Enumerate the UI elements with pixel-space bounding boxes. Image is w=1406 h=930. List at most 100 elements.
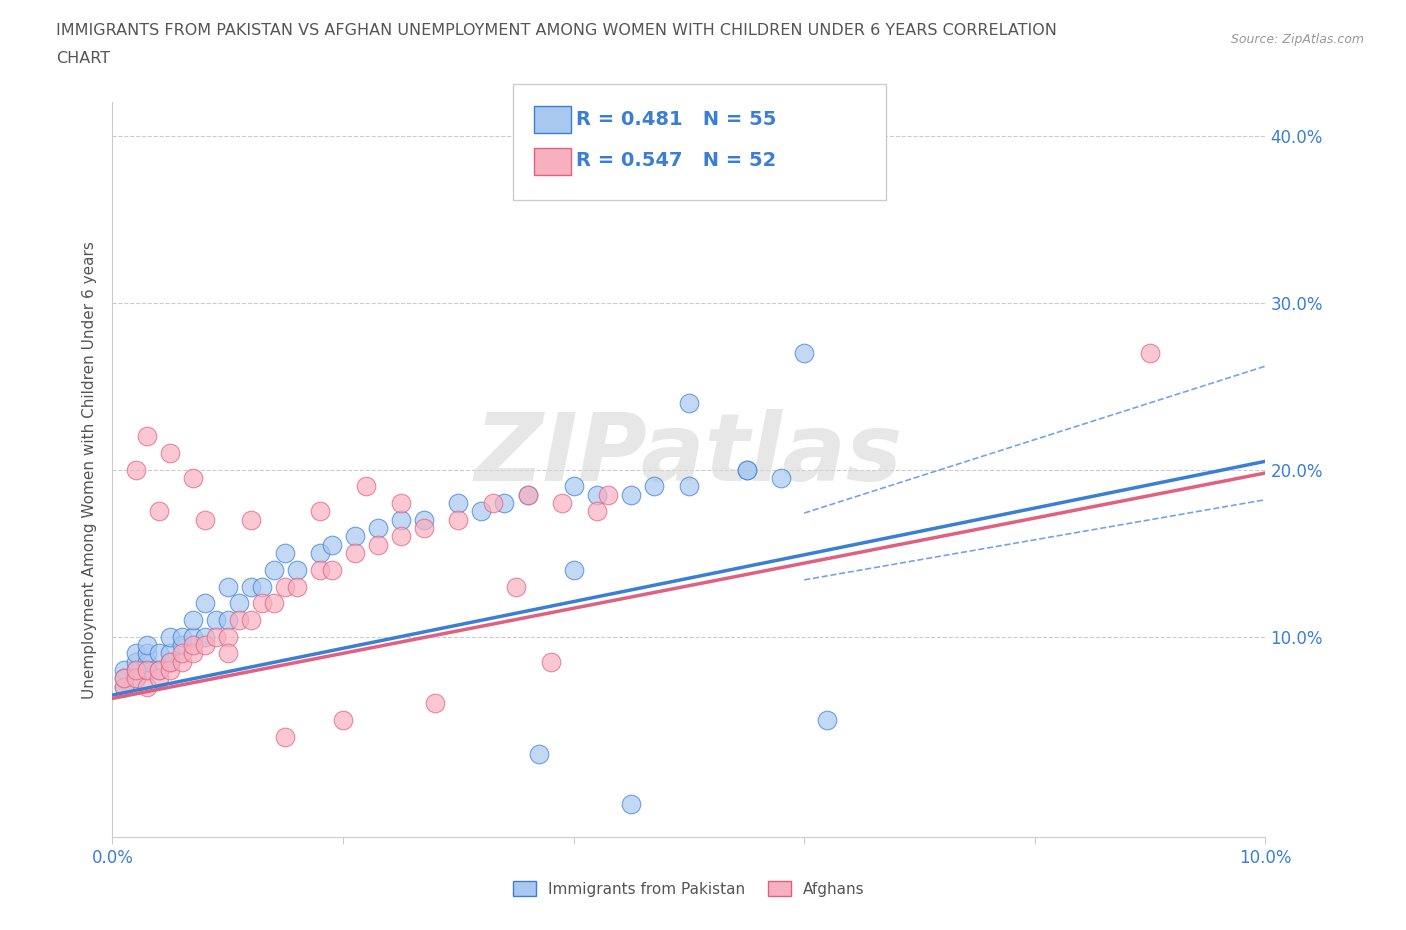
- Point: [598, 487, 620, 502]
- Point: [239, 579, 262, 594]
- Point: [585, 487, 607, 502]
- Point: [274, 729, 297, 744]
- Point: [112, 662, 135, 677]
- Point: [124, 671, 146, 685]
- Point: [527, 746, 550, 761]
- Point: [181, 613, 204, 628]
- Point: [136, 429, 159, 444]
- Point: [494, 496, 516, 511]
- Point: [194, 630, 217, 644]
- Point: [285, 579, 308, 594]
- Point: [482, 496, 505, 511]
- Point: [321, 563, 343, 578]
- Point: [540, 654, 562, 669]
- Point: [412, 521, 434, 536]
- Point: [263, 563, 285, 578]
- Point: [274, 546, 297, 561]
- Point: [470, 504, 492, 519]
- Point: [309, 563, 332, 578]
- Point: [274, 579, 297, 594]
- Point: [159, 646, 181, 661]
- Point: [159, 654, 181, 669]
- Point: [332, 712, 354, 727]
- Point: [170, 654, 193, 669]
- Point: [217, 630, 239, 644]
- Point: [136, 662, 159, 677]
- Point: [124, 671, 146, 685]
- Point: [735, 462, 758, 477]
- Point: [343, 546, 366, 561]
- Point: [389, 512, 412, 527]
- Point: [620, 487, 643, 502]
- Point: [562, 563, 585, 578]
- Point: [516, 487, 538, 502]
- Point: [309, 546, 332, 561]
- Point: [181, 646, 204, 661]
- Point: [181, 638, 204, 653]
- Point: [136, 654, 159, 669]
- Point: [170, 630, 193, 644]
- Y-axis label: Unemployment Among Women with Children Under 6 years: Unemployment Among Women with Children U…: [82, 241, 97, 698]
- Text: CHART: CHART: [56, 51, 110, 66]
- Point: [136, 646, 159, 661]
- Point: [170, 646, 193, 661]
- Point: [194, 512, 217, 527]
- Point: [112, 671, 135, 685]
- Point: [124, 646, 146, 661]
- Point: [735, 462, 758, 477]
- Point: [447, 496, 470, 511]
- Point: [217, 579, 239, 594]
- Point: [389, 496, 412, 511]
- Point: [194, 638, 217, 653]
- Point: [678, 395, 700, 410]
- Point: [148, 504, 170, 519]
- Point: [1139, 345, 1161, 360]
- Point: [354, 479, 377, 494]
- Point: [412, 512, 434, 527]
- Point: [170, 638, 193, 653]
- Point: [181, 471, 204, 485]
- Point: [159, 654, 181, 669]
- Point: [159, 662, 181, 677]
- Point: [678, 479, 700, 494]
- Text: R = 0.481   N = 55: R = 0.481 N = 55: [576, 110, 778, 128]
- Point: [181, 630, 204, 644]
- Point: [124, 662, 146, 677]
- Point: [505, 579, 527, 594]
- Point: [136, 638, 159, 653]
- Point: [205, 630, 228, 644]
- Text: ZIPatlas: ZIPatlas: [475, 409, 903, 501]
- Point: [148, 671, 170, 685]
- Point: [367, 538, 389, 552]
- Point: [217, 646, 239, 661]
- Point: [112, 679, 135, 694]
- Point: [159, 630, 181, 644]
- Legend: Immigrants from Pakistan, Afghans: Immigrants from Pakistan, Afghans: [506, 874, 872, 903]
- Point: [239, 512, 262, 527]
- Point: [136, 679, 159, 694]
- Point: [389, 529, 412, 544]
- Point: [309, 504, 332, 519]
- Point: [585, 504, 607, 519]
- Point: [159, 445, 181, 460]
- Point: [425, 696, 447, 711]
- Point: [205, 613, 228, 628]
- Text: IMMIGRANTS FROM PAKISTAN VS AFGHAN UNEMPLOYMENT AMONG WOMEN WITH CHILDREN UNDER : IMMIGRANTS FROM PAKISTAN VS AFGHAN UNEMP…: [56, 23, 1057, 38]
- Point: [516, 487, 538, 502]
- Point: [643, 479, 665, 494]
- Point: [124, 654, 146, 669]
- Point: [148, 662, 170, 677]
- Point: [228, 596, 250, 611]
- Point: [148, 662, 170, 677]
- Point: [252, 596, 274, 611]
- Point: [367, 521, 389, 536]
- Point: [217, 613, 239, 628]
- Point: [447, 512, 470, 527]
- Point: [194, 596, 217, 611]
- Point: [124, 662, 146, 677]
- Point: [793, 345, 815, 360]
- Point: [136, 662, 159, 677]
- Point: [815, 712, 838, 727]
- Text: R = 0.547   N = 52: R = 0.547 N = 52: [576, 152, 776, 170]
- Point: [551, 496, 574, 511]
